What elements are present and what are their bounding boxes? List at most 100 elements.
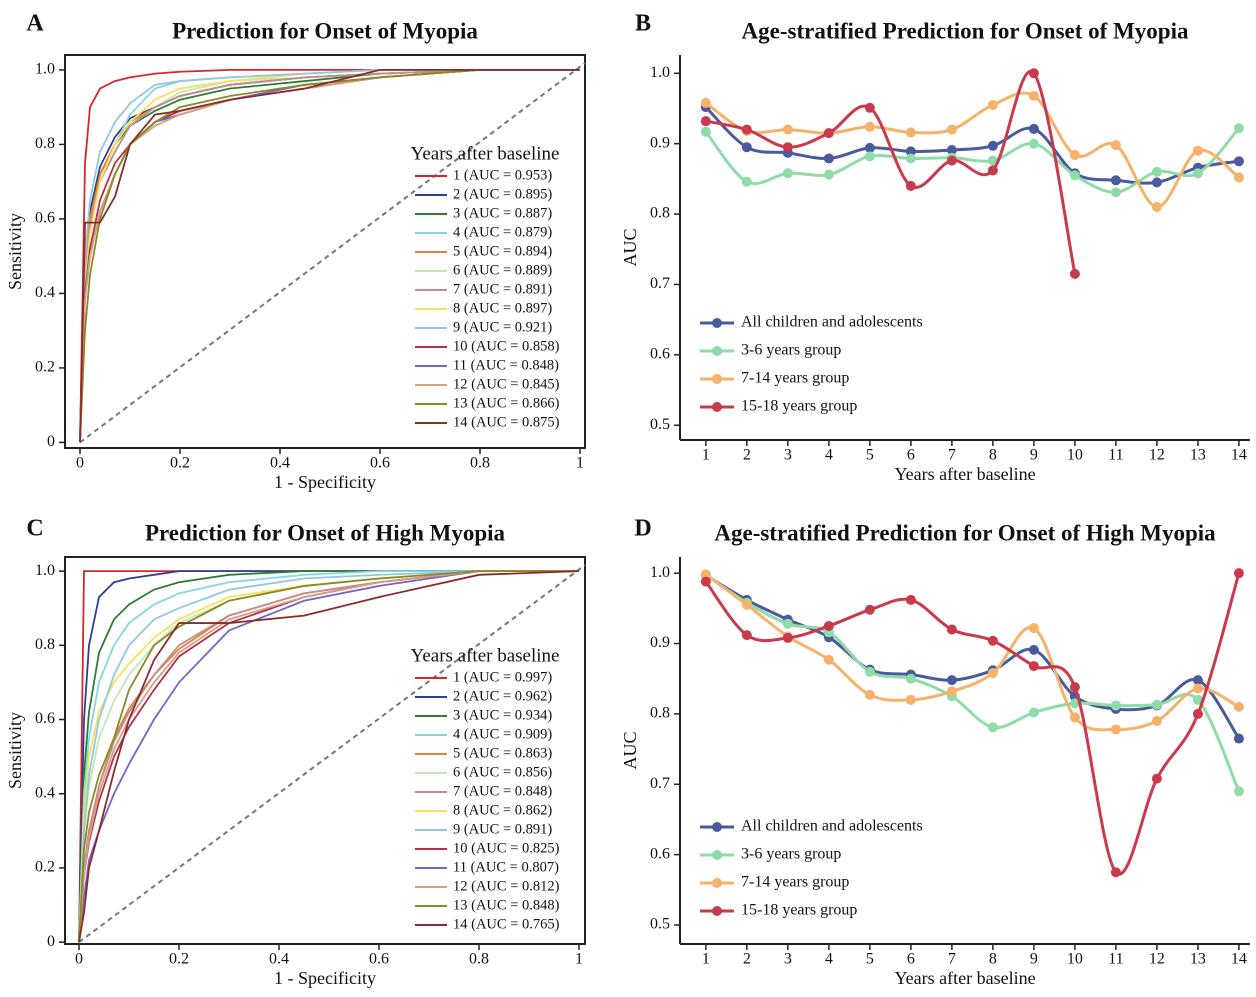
legend-label: 5 (AUC = 0.863) (453, 745, 552, 761)
y-tick-label: 1.0 (650, 564, 670, 581)
data-point (1233, 701, 1244, 712)
panel-letter: A (26, 11, 44, 37)
data-point (905, 694, 916, 705)
data-point (946, 686, 957, 697)
legend-label: 14 (AUC = 0.875) (453, 414, 560, 430)
data-point (1233, 786, 1244, 797)
legend-label: 4 (AUC = 0.879) (453, 224, 552, 240)
data-point (741, 630, 752, 641)
legend-marker (712, 346, 722, 356)
data-point (1110, 724, 1121, 735)
legend-label: 1 (AUC = 0.997) (453, 669, 552, 685)
legend-label: 8 (AUC = 0.897) (453, 300, 552, 316)
roc-curve (79, 69, 580, 443)
data-point (700, 97, 711, 108)
data-point (905, 180, 916, 191)
x-tick-label: 10 (1067, 447, 1083, 464)
data-point (741, 124, 752, 135)
x-axis-label: Years after baseline (894, 968, 1035, 988)
data-point (1192, 145, 1203, 156)
x-tick-label: 12 (1149, 951, 1165, 968)
data-point (1069, 149, 1080, 160)
legend-marker (712, 318, 722, 328)
data-point (987, 635, 998, 646)
roc-curve (78, 570, 580, 943)
y-tick-label: 0.6 (650, 845, 670, 862)
data-point (1192, 708, 1203, 719)
y-tick-label: 0.4 (35, 784, 55, 801)
legend-label: 15-18 years group (741, 902, 857, 919)
legend-marker (712, 822, 722, 832)
data-point (1110, 187, 1121, 198)
data-point (823, 169, 834, 180)
data-point (946, 624, 957, 635)
data-point (864, 604, 875, 615)
data-point (864, 689, 875, 700)
y-tick-label: 0.6 (35, 210, 55, 227)
legend-label: 3 (AUC = 0.887) (453, 205, 552, 221)
y-tick-label: 0.2 (35, 359, 55, 376)
y-tick-label: 0.9 (650, 134, 670, 151)
data-point (1151, 166, 1162, 177)
legend-label: 9 (AUC = 0.891) (453, 821, 552, 837)
x-tick-label: 2 (743, 951, 751, 968)
legend-label: 7 (AUC = 0.848) (453, 783, 552, 799)
data-point (946, 124, 957, 135)
x-tick-label: 7 (948, 951, 956, 968)
data-point (905, 146, 916, 157)
panel-letter: D (634, 516, 651, 542)
legend-marker (712, 878, 722, 888)
data-point (782, 168, 793, 179)
x-tick-label: 0.6 (370, 455, 390, 472)
series-line (704, 573, 1240, 732)
x-tick-label: 11 (1108, 951, 1123, 968)
x-tick-label: 13 (1190, 951, 1206, 968)
x-tick-label: 3 (784, 951, 792, 968)
roc-curve (78, 570, 579, 943)
y-tick-label: 0.5 (650, 416, 670, 433)
roc-curve (78, 570, 579, 943)
x-axis-label: 1 - Specificity (274, 968, 376, 988)
data-point (782, 618, 793, 629)
data-point (864, 102, 875, 113)
x-tick-label: 7 (948, 447, 956, 464)
data-point (741, 176, 752, 187)
data-point (1151, 202, 1162, 213)
chart-title: Age-stratified Prediction for Onset of M… (742, 18, 1189, 43)
x-tick-label: 0.2 (170, 455, 190, 472)
legend-label: 14 (AUC = 0.765) (453, 916, 560, 932)
x-tick-label: 14 (1231, 951, 1247, 968)
y-tick-label: 0.4 (35, 284, 55, 301)
y-tick-label: 0.8 (650, 705, 670, 722)
x-tick-label: 0.4 (270, 455, 290, 472)
data-point (946, 145, 957, 156)
legend-marker (712, 906, 722, 916)
reference-diagonal (78, 564, 586, 943)
y-tick-label: 0.5 (650, 916, 670, 933)
data-point (1028, 644, 1039, 655)
data-point (1069, 682, 1080, 693)
data-point (864, 666, 875, 677)
data-point (864, 142, 875, 153)
y-axis-label: Sensitivity (5, 213, 25, 290)
data-point (905, 127, 916, 138)
data-point (823, 620, 834, 631)
x-tick-label: 5 (866, 447, 874, 464)
legend-label: 10 (AUC = 0.858) (453, 338, 560, 354)
plot-frame (64, 54, 586, 449)
data-point (700, 576, 711, 587)
x-tick-label: 8 (989, 951, 997, 968)
data-point (1233, 172, 1244, 183)
legend-label: 13 (AUC = 0.866) (453, 395, 560, 411)
legend-label: 15-18 years group (741, 398, 857, 415)
data-point (1028, 661, 1039, 672)
legend-marker (712, 402, 722, 412)
x-tick-label: 4 (825, 951, 833, 968)
data-point (1028, 707, 1039, 718)
roc-curve (78, 570, 579, 943)
legend-label: 7 (AUC = 0.891) (453, 281, 552, 297)
data-point (1151, 177, 1162, 188)
legend-label: 11 (AUC = 0.807) (453, 859, 559, 875)
y-tick-label: 0.7 (650, 775, 670, 792)
y-tick-label: 1.0 (35, 61, 55, 78)
